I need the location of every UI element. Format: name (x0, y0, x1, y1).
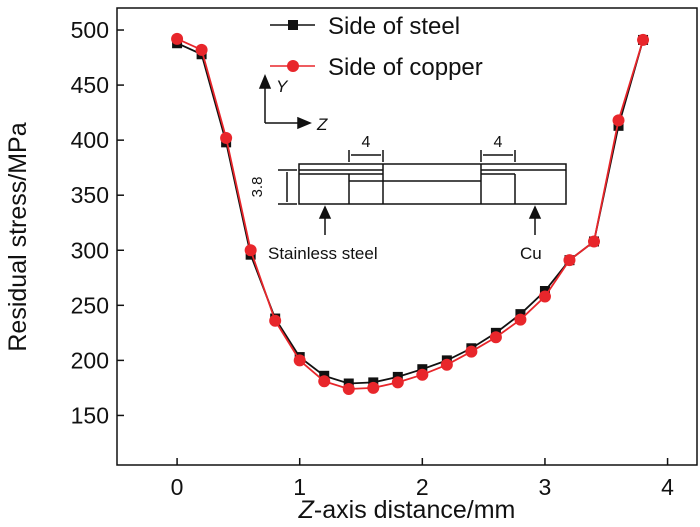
data-point (489, 331, 502, 344)
data-point (367, 381, 380, 394)
y-tick-label: 350 (71, 182, 109, 208)
y-axis-label: Residual stress/MPa (4, 122, 32, 351)
data-point (514, 313, 527, 326)
data-point (220, 131, 233, 144)
y-tick-label: 300 (71, 237, 109, 263)
data-point (391, 376, 404, 389)
y-tick-label: 200 (71, 347, 109, 373)
inset-diagram (258, 74, 567, 235)
data-point (269, 314, 282, 327)
x-tick-label: 1 (293, 474, 306, 500)
data-point (440, 358, 453, 371)
inset-label-steel: Stainless steel (268, 244, 378, 263)
data-point (416, 368, 429, 381)
legend-marker-copper (287, 60, 299, 72)
data-point (342, 383, 355, 396)
data-point (195, 43, 208, 56)
x-tick-label: 2 (416, 474, 429, 500)
y-tick-label: 450 (71, 72, 109, 98)
data-point (465, 345, 478, 358)
legend-marker-steel (288, 20, 298, 30)
x-tick-label: 4 (661, 474, 674, 500)
inset-label-cu: Cu (520, 244, 542, 263)
inset-z-label: Z (316, 115, 328, 134)
legend-label-steel: Side of steel (328, 13, 460, 40)
series-line (176, 39, 644, 385)
inset-y-label: Y (276, 77, 289, 96)
data-point (538, 290, 551, 303)
series-copper (171, 32, 650, 396)
data-point (612, 114, 625, 127)
data-point (171, 32, 184, 45)
series-steel (172, 34, 649, 389)
data-point (244, 244, 257, 257)
inset-dim-right: 4 (494, 134, 503, 151)
y-tick-label: 150 (71, 402, 109, 428)
y-tick-label: 500 (71, 17, 109, 43)
legend-label-copper: Side of copper (328, 54, 483, 81)
x-tick-label: 3 (539, 474, 552, 500)
x-tick-label: 0 (171, 474, 184, 500)
legend: Side of steel Side of copper (270, 13, 483, 81)
x-axis-label: Z-axis distance/mm (298, 496, 516, 524)
data-point (318, 375, 331, 388)
data-point (637, 33, 650, 46)
series-line (176, 38, 644, 390)
inset-dim-left: 4 (362, 134, 371, 151)
inset-dim-height: 3.8 (249, 177, 266, 198)
data-point (587, 235, 600, 248)
data-point (563, 254, 576, 267)
data-point (293, 354, 306, 367)
y-tick-label: 400 (71, 127, 109, 153)
plot-frame (116, 7, 698, 466)
y-tick-label: 250 (71, 292, 109, 318)
